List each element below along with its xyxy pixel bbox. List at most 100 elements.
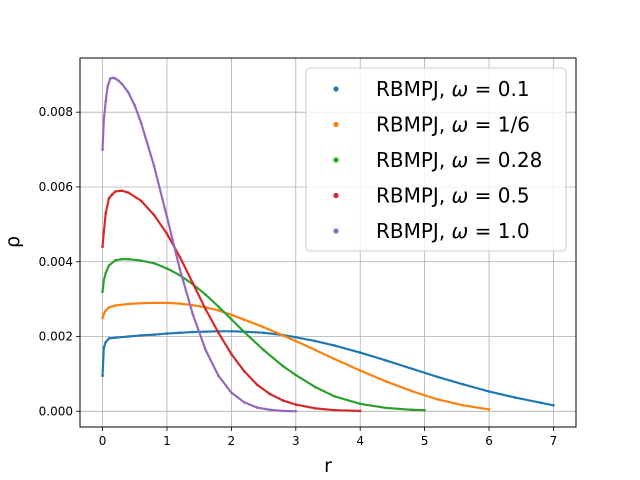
data-point [313, 385, 317, 389]
data-point [255, 406, 259, 409]
series-5 [101, 76, 298, 413]
legend: RBMPJ, ω = 0.1 RBMPJ, ω = 1/6 RBMPJ, ω = 0… [305, 67, 567, 252]
data-point [410, 367, 414, 370]
data-point [104, 271, 108, 275]
data-point [262, 348, 265, 352]
data-point [152, 333, 156, 336]
legend-item-3: RBMPJ, ω = 0.28 [333, 148, 542, 172]
x-axis-label: r [324, 455, 332, 477]
data-point [384, 359, 388, 362]
data-point [230, 352, 233, 356]
legend-label-value: = 0.28 [468, 148, 542, 172]
data-point [165, 232, 169, 236]
data-point [217, 309, 220, 312]
legend-label: RBMPJ, ω = 1.0 [376, 219, 530, 243]
data-point [255, 383, 259, 387]
legend-label-value: = 0.5 [468, 184, 529, 208]
data-point [313, 407, 317, 410]
legend-label: RBMPJ, ω = 0.5 [376, 184, 530, 208]
data-point [104, 211, 108, 215]
legend-marker [333, 228, 339, 234]
data-point [294, 339, 298, 343]
data-point [242, 369, 246, 373]
legend-label-prefix: RBMPJ, [376, 77, 452, 101]
legend-marker [333, 86, 339, 92]
data-point [230, 318, 233, 321]
data-point [101, 290, 104, 293]
data-point [127, 257, 130, 261]
data-point [191, 281, 195, 285]
data-point [101, 148, 104, 151]
data-point [152, 261, 156, 265]
data-point [262, 331, 265, 335]
legend-item-5: RBMPJ, ω = 1.0 [333, 219, 530, 243]
data-point [133, 104, 137, 107]
legend-label-prefix: RBMPJ, [376, 184, 452, 208]
data-point [230, 329, 233, 333]
y-tick-label: 0.000 [39, 404, 73, 418]
data-point [539, 401, 542, 404]
data-point [268, 392, 272, 396]
data-point [333, 408, 336, 412]
y-tick-label: 0.002 [39, 330, 73, 344]
data-point [107, 337, 111, 340]
data-point [358, 369, 362, 372]
data-point [217, 374, 220, 378]
x-tick-label: 1 [163, 434, 171, 448]
data-point [333, 344, 336, 347]
data-point [204, 293, 207, 296]
data-point [281, 399, 285, 402]
legend-label-prefix: RBMPJ, [376, 219, 452, 243]
data-point [139, 259, 143, 262]
data-point [102, 279, 106, 282]
data-point [102, 346, 106, 350]
data-point [106, 84, 109, 88]
y-tick-label: 0.008 [39, 105, 73, 119]
data-point [101, 374, 104, 378]
data-point [358, 402, 362, 406]
data-point [217, 305, 220, 308]
y-tick-label: 0.004 [39, 255, 73, 269]
series-4 [101, 189, 362, 413]
data-point [204, 307, 207, 311]
legend-label-value: = 0.1 [468, 77, 529, 101]
data-point [242, 318, 246, 322]
data-point [217, 331, 220, 335]
data-point [552, 404, 555, 407]
data-point [313, 339, 317, 343]
data-point [139, 334, 143, 337]
data-point [461, 383, 465, 386]
data-point [114, 336, 117, 339]
data-point [436, 375, 439, 379]
data-point [120, 189, 124, 193]
legend-item-2: RBMPJ, ω = 1/6 [333, 113, 530, 137]
data-point [487, 408, 491, 411]
legend-item-1: RBMPJ, ω = 0.1 [333, 77, 530, 101]
series-3 [101, 257, 426, 412]
data-point [117, 79, 120, 83]
legend-label-symbol: ω [452, 184, 469, 208]
data-point [104, 99, 108, 103]
data-point [268, 408, 272, 412]
legend-label-prefix: RBMPJ, [376, 148, 452, 172]
data-point [178, 255, 182, 259]
data-point [281, 409, 285, 413]
y-axis-label: ρ [2, 236, 24, 248]
data-point [204, 348, 207, 352]
data-point [102, 312, 106, 316]
data-point [178, 302, 182, 305]
series-trace [101, 76, 297, 413]
data-point [114, 190, 117, 193]
data-point [294, 409, 298, 413]
data-point [104, 340, 108, 344]
data-point [107, 306, 111, 309]
data-point [242, 330, 246, 334]
x-tick-label: 2 [228, 434, 236, 448]
legend-label: RBMPJ, ω = 1/6 [376, 113, 530, 137]
data-point [114, 77, 117, 80]
data-point [204, 330, 207, 333]
data-point [139, 301, 143, 305]
x-tick-label: 7 [550, 434, 558, 448]
data-point [513, 396, 517, 399]
